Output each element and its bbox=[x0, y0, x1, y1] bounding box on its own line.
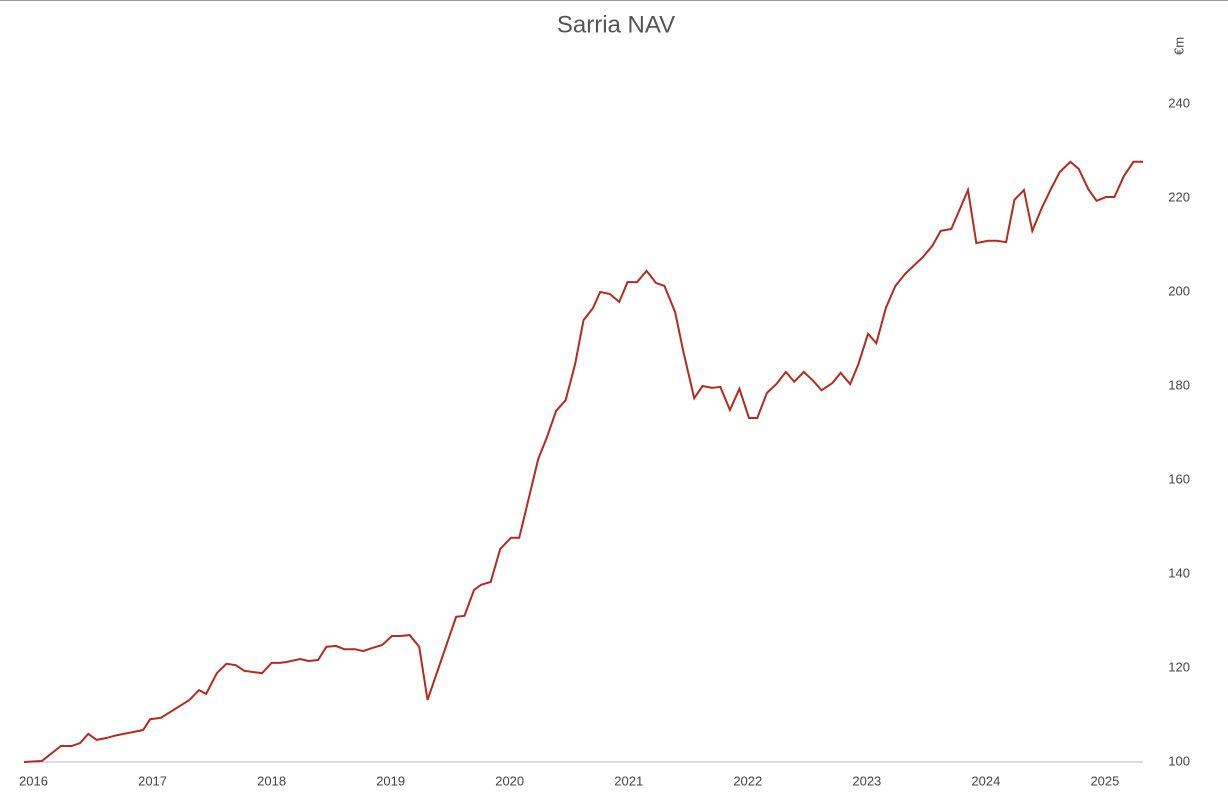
x-tick-label: 2023 bbox=[852, 773, 881, 788]
x-tick-label: 2025 bbox=[1090, 773, 1119, 788]
y-tick-label: 120 bbox=[1168, 659, 1190, 674]
x-tick-label: 2016 bbox=[19, 773, 48, 788]
x-tick-label: 2020 bbox=[495, 773, 524, 788]
y-tick-label: 140 bbox=[1168, 565, 1190, 580]
x-tick-label: 2021 bbox=[614, 773, 643, 788]
data-line bbox=[23, 160, 1143, 763]
x-tick-label: 2024 bbox=[971, 773, 1000, 788]
y-tick-label: 200 bbox=[1168, 283, 1190, 298]
y-tick-label: 220 bbox=[1168, 189, 1190, 204]
y-tick-label: 160 bbox=[1168, 471, 1190, 486]
y-axis-label: €m bbox=[1171, 37, 1186, 55]
x-tick-label: 2019 bbox=[376, 773, 405, 788]
y-tick-label: 100 bbox=[1168, 753, 1190, 768]
y-tick-label: 240 bbox=[1168, 95, 1190, 110]
y-tick-label: 180 bbox=[1168, 377, 1190, 392]
x-tick-label: 2017 bbox=[138, 773, 167, 788]
x-tick-label: 2022 bbox=[733, 773, 762, 788]
chart-title: Sarria NAV bbox=[557, 11, 675, 38]
x-tick-label: 2018 bbox=[257, 773, 286, 788]
